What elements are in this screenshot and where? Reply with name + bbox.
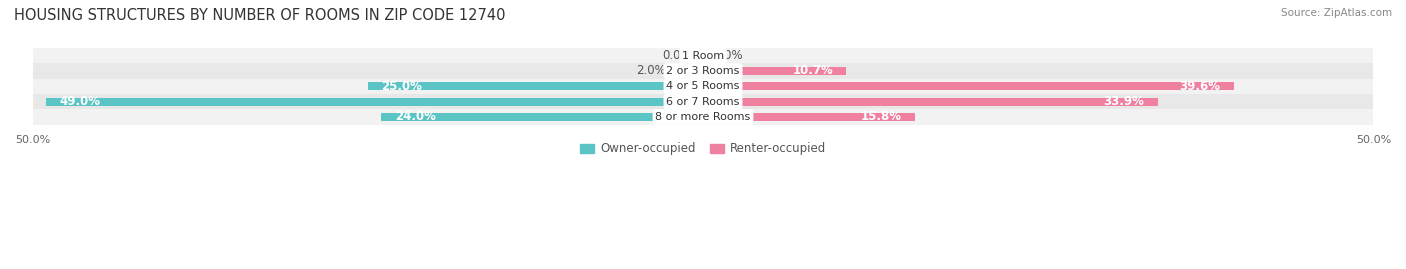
Text: 25.0%: 25.0% [381,80,422,93]
Text: 0.0%: 0.0% [714,49,744,62]
Text: 6 or 7 Rooms: 6 or 7 Rooms [666,97,740,107]
Text: 15.8%: 15.8% [860,110,901,123]
Text: 33.9%: 33.9% [1104,95,1144,108]
Text: 2.0%: 2.0% [636,65,665,77]
Bar [703,113,915,121]
Text: 8 or more Rooms: 8 or more Rooms [655,112,751,122]
Bar [32,48,1374,63]
Text: 4 or 5 Rooms: 4 or 5 Rooms [666,81,740,91]
Bar [32,94,1374,109]
Bar [32,63,1374,79]
Text: 10.7%: 10.7% [793,65,832,77]
Bar [703,82,1234,90]
Text: 2 or 3 Rooms: 2 or 3 Rooms [666,66,740,76]
Bar [32,79,1374,94]
Bar [703,67,846,75]
Text: HOUSING STRUCTURES BY NUMBER OF ROOMS IN ZIP CODE 12740: HOUSING STRUCTURES BY NUMBER OF ROOMS IN… [14,8,506,23]
Text: 24.0%: 24.0% [395,110,436,123]
Text: 49.0%: 49.0% [59,95,100,108]
Bar [368,82,703,90]
Legend: Owner-occupied, Renter-occupied: Owner-occupied, Renter-occupied [575,137,831,160]
Bar [381,113,703,121]
Text: Source: ZipAtlas.com: Source: ZipAtlas.com [1281,8,1392,18]
Text: 0.0%: 0.0% [662,49,692,62]
Bar [676,67,703,75]
Bar [703,98,1157,105]
Text: 1 Room: 1 Room [682,51,724,61]
Bar [32,109,1374,125]
Bar [46,98,703,105]
Text: 39.6%: 39.6% [1180,80,1220,93]
